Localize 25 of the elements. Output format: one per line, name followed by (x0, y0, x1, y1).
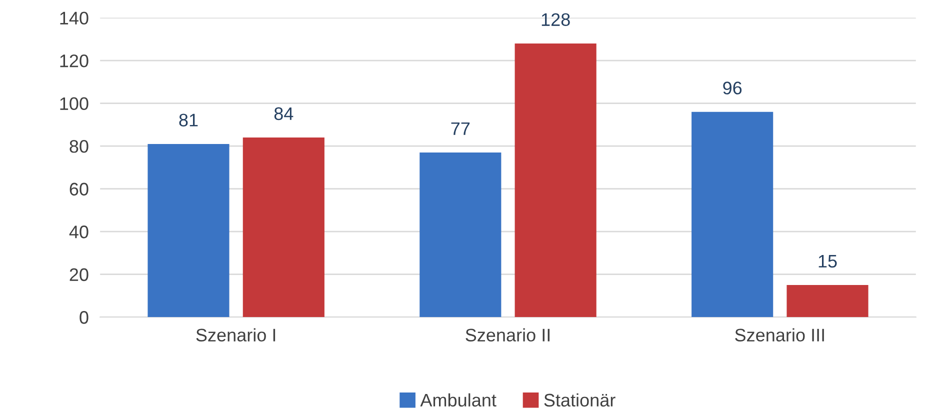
bar (420, 152, 502, 318)
x-tick-label: Szenario II (466, 328, 550, 342)
y-tick-label: 40 (69, 226, 88, 238)
data-label: 15 (818, 254, 837, 268)
y-tick-label: 80 (70, 140, 88, 153)
data-label: 81 (179, 114, 198, 126)
x-tick-label: Szenario III (735, 328, 824, 342)
x-tick-label: Szenario I (196, 328, 276, 342)
y-tick-label: 140 (60, 12, 88, 25)
y-tick-label: 0 (80, 311, 88, 324)
data-label: 96 (723, 82, 742, 94)
y-tick-label: 120 (60, 54, 88, 68)
bar (786, 285, 868, 318)
data-label: 77 (451, 122, 470, 135)
y-tick-label: 100 (60, 97, 88, 110)
bar (514, 43, 596, 318)
legend-label: Stationär (544, 393, 616, 407)
bar (692, 112, 774, 318)
data-label: 128 (542, 13, 570, 26)
bar (242, 138, 324, 318)
bar (148, 144, 230, 318)
y-tick-label: 20 (70, 268, 88, 282)
data-label: 84 (274, 107, 294, 120)
legend-label: Ambulant (420, 393, 496, 407)
y-tick-label: 60 (70, 182, 88, 196)
